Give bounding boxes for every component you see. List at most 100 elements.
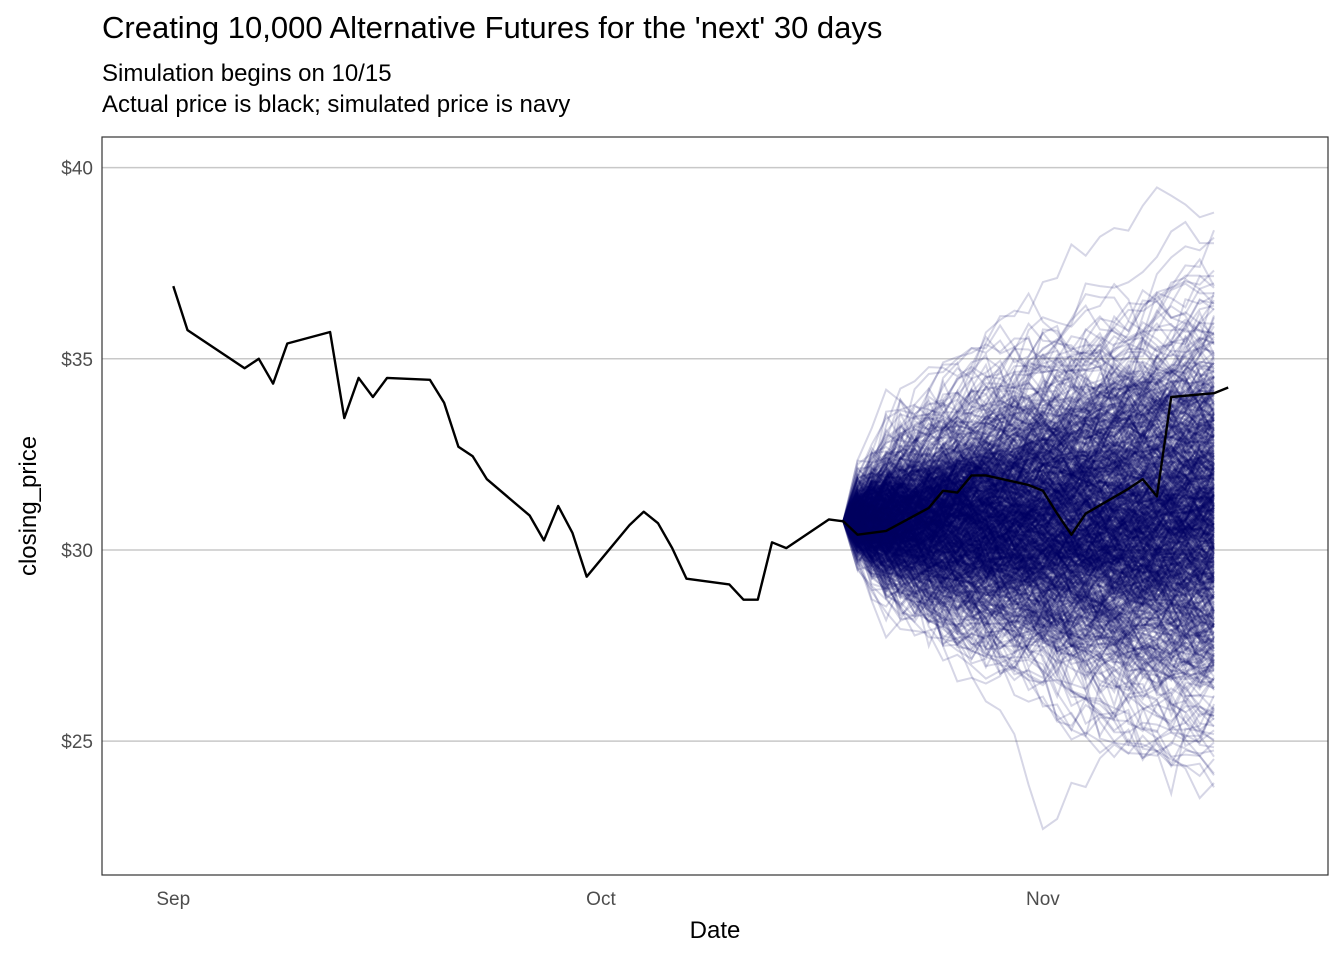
- simulated-path: [843, 493, 1215, 600]
- simulated-path: [842, 359, 1215, 555]
- simulated-path: [843, 450, 1215, 548]
- simulated-path: [842, 377, 1215, 522]
- simulated-path: [842, 479, 1215, 613]
- simulated-path: [842, 470, 1215, 574]
- simulated-path: [842, 447, 1215, 534]
- simulated-path: [842, 503, 1215, 641]
- simulated-path: [842, 317, 1215, 523]
- simulated-path: [842, 500, 1215, 675]
- simulated-path: [842, 492, 1215, 556]
- simulated-path: [842, 347, 1215, 522]
- simulated-path: [842, 520, 1215, 679]
- simulated-path: [842, 489, 1215, 641]
- simulated-path: [843, 456, 1215, 529]
- simulated-path: [843, 516, 1215, 659]
- simulated-path: [842, 480, 1215, 564]
- simulated-path: [842, 381, 1215, 561]
- simulated-path: [843, 447, 1215, 557]
- simulated-path: [843, 402, 1215, 533]
- simulated-path: [842, 374, 1215, 577]
- simulated-path: [842, 501, 1215, 685]
- simulated-path: [842, 503, 1215, 674]
- simulated-path: [843, 453, 1215, 554]
- simulated-path: [842, 454, 1215, 618]
- simulated-path: [842, 449, 1215, 571]
- simulated-path: [842, 382, 1215, 555]
- simulated-path: [842, 484, 1215, 692]
- simulated-path: [842, 345, 1215, 530]
- simulated-path: [843, 413, 1215, 545]
- simulated-path: [842, 415, 1215, 545]
- simulated-path: [842, 497, 1215, 612]
- simulated-path: [842, 496, 1215, 604]
- simulated-path: [843, 421, 1215, 619]
- simulated-path: [842, 520, 1215, 599]
- simulated-path: [843, 514, 1215, 687]
- simulated-path: [842, 423, 1215, 556]
- simulated-path: [842, 469, 1215, 580]
- simulated-path: [842, 357, 1215, 523]
- simulated-path: [842, 520, 1215, 609]
- simulated-path: [842, 445, 1215, 564]
- simulated-path: [843, 383, 1215, 622]
- simulated-path: [842, 520, 1215, 697]
- simulated-path: [842, 412, 1215, 556]
- simulated-path: [842, 520, 1215, 594]
- simulated-path: [842, 409, 1215, 546]
- simulated-path: [842, 494, 1215, 610]
- simulated-path: [843, 353, 1215, 530]
- simulated-path: [842, 520, 1215, 653]
- simulated-path: [842, 411, 1215, 523]
- simulated-path: [842, 459, 1215, 555]
- simulated-path: [842, 500, 1215, 554]
- simulated-path: [842, 480, 1215, 541]
- simulated-path: [842, 520, 1215, 776]
- simulated-path: [842, 486, 1215, 581]
- simulated-path: [842, 492, 1215, 633]
- simulated-path: [842, 431, 1215, 562]
- simulated-path: [842, 482, 1215, 553]
- simulated-path: [843, 493, 1215, 652]
- simulated-path: [843, 389, 1215, 608]
- simulated-path: [842, 356, 1215, 528]
- simulated-path: [842, 458, 1215, 562]
- simulated-path: [843, 493, 1215, 549]
- simulated-path: [842, 484, 1215, 591]
- simulated-path: [842, 520, 1215, 648]
- simulated-path: [842, 471, 1215, 615]
- simulated-path: [842, 269, 1215, 522]
- simulated-path: [842, 515, 1215, 615]
- simulated-path: [842, 448, 1215, 541]
- simulated-path: [842, 371, 1215, 523]
- simulated-path: [842, 392, 1215, 523]
- simulated-path: [842, 516, 1215, 612]
- simulated-path: [842, 473, 1215, 574]
- simulated-path: [842, 469, 1215, 548]
- simulated-path: [843, 404, 1215, 549]
- simulated-path: [842, 406, 1215, 550]
- simulated-path: [842, 481, 1215, 570]
- simulated-path: [842, 472, 1215, 628]
- simulated-path: [842, 491, 1215, 580]
- simulated-path: [842, 427, 1215, 571]
- simulated-path: [842, 500, 1215, 656]
- simulated-path: [843, 457, 1215, 582]
- simulated-path: [842, 410, 1215, 522]
- simulated-path: [842, 520, 1215, 831]
- simulated-path: [842, 325, 1215, 536]
- simulated-path: [842, 407, 1215, 538]
- simulated-path: [842, 520, 1215, 691]
- simulated-path: [842, 320, 1215, 522]
- simulated-path: [842, 510, 1215, 599]
- simulated-path: [842, 364, 1215, 567]
- simulated-path: [842, 291, 1215, 523]
- simulated-path: [842, 520, 1215, 689]
- simulated-path: [842, 500, 1215, 588]
- simulated-path: [842, 458, 1215, 595]
- simulated-path: [842, 470, 1215, 557]
- chart-title: Creating 10,000 Alternative Futures for …: [102, 10, 883, 45]
- simulated-path: [842, 495, 1215, 607]
- simulated-path: [843, 412, 1215, 572]
- simulated-path: [843, 461, 1215, 575]
- simulated-path: [842, 433, 1215, 556]
